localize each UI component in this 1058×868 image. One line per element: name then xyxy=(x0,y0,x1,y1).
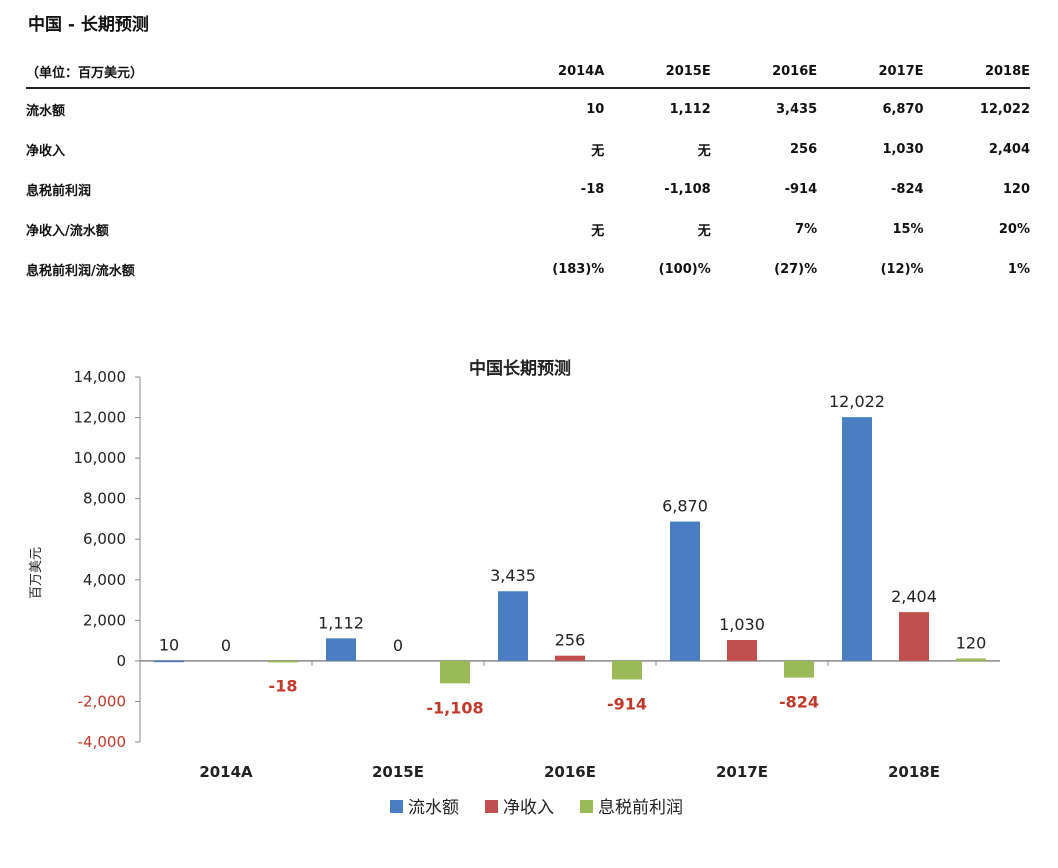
data-label: 1,112 xyxy=(318,613,364,632)
data-label: 3,435 xyxy=(490,566,536,585)
legend-label: 流水额 xyxy=(408,798,459,818)
y-tick-label: 0 xyxy=(116,652,126,670)
y-tick-label: 10,000 xyxy=(74,449,127,467)
bar-流水额 xyxy=(154,660,184,663)
row-label: 息税前利润/流水额 xyxy=(26,263,135,279)
x-tick-label: 2017E xyxy=(716,763,768,781)
table-row: 净收入/流水额 无 无 7% 15% 20% xyxy=(26,209,1030,249)
forecast-table: （单位：百万美元） 2014A 2015E 2016E 2017E 2018E … xyxy=(26,56,1030,289)
table-cell: 2,404 xyxy=(988,141,1030,157)
row-label: 净收入/流水额 xyxy=(26,223,109,239)
legend-swatch xyxy=(580,800,593,813)
table-cell: -1,108 xyxy=(664,181,711,197)
row-label: 净收入 xyxy=(26,143,66,159)
table-cell: 6,870 xyxy=(882,101,924,117)
y-tick-label: -4,000 xyxy=(78,733,126,751)
y-tick-label: 2,000 xyxy=(83,611,126,629)
bar-净收入 xyxy=(727,640,757,661)
table-cell: 20% xyxy=(998,221,1030,237)
bar-流水额 xyxy=(498,591,528,661)
column-header: 2015E xyxy=(604,56,711,89)
y-tick-label: 14,000 xyxy=(74,368,127,386)
data-label: 256 xyxy=(555,631,586,650)
data-label: 6,870 xyxy=(662,497,708,516)
column-header: 2014A xyxy=(497,56,605,89)
table-cell: 12,022 xyxy=(979,101,1030,117)
bar-净收入 xyxy=(899,612,929,661)
data-label: -1,108 xyxy=(426,698,483,717)
table-cell: 无 xyxy=(591,143,605,159)
table-cell: 15% xyxy=(892,221,924,237)
y-tick-label: 12,000 xyxy=(74,409,127,427)
x-tick-label: 2016E xyxy=(544,763,596,781)
data-label: -824 xyxy=(779,693,819,712)
x-tick-label: 2014A xyxy=(199,763,253,781)
data-label: 12,022 xyxy=(829,392,885,411)
data-label: 2,404 xyxy=(891,587,937,606)
bar-chart: 中国长期预测 百万美元 14,000 12,000 10,000 8,000 6,000… xyxy=(29,358,1000,818)
table-cell: (27)% xyxy=(774,261,818,277)
table-row: 净收入 无 无 256 1,030 2,404 xyxy=(26,129,1030,169)
chart-title: 中国长期预测 xyxy=(469,358,571,379)
bar-流水额 xyxy=(670,521,700,661)
bar-息税前利润 xyxy=(268,660,298,663)
bar-净收入 xyxy=(555,655,585,661)
y-tick-label: 6,000 xyxy=(83,530,126,548)
chart-container: 中国长期预测 百万美元 14,000 12,000 10,000 8,000 6,000… xyxy=(0,340,1058,864)
table-cell: (12)% xyxy=(880,261,924,277)
legend-label: 净收入 xyxy=(503,798,554,818)
y-tick-label: 4,000 xyxy=(83,571,126,589)
table-cell: 无 xyxy=(697,143,711,159)
table-cell: 7% xyxy=(795,221,818,237)
table-header-row: （单位：百万美元） 2014A 2015E 2016E 2017E 2018E xyxy=(26,56,1030,89)
column-header: 2017E xyxy=(817,56,924,89)
legend-swatch xyxy=(390,800,403,813)
y-axis-label: 百万美元 xyxy=(29,547,44,599)
table-cell: 1,112 xyxy=(669,101,711,117)
table-cell: -914 xyxy=(784,181,818,197)
bar-息税前利润 xyxy=(612,660,642,680)
table-cell: 120 xyxy=(1002,181,1030,197)
table-row: 流水额 10 1,112 3,435 6,870 12,022 xyxy=(26,88,1030,129)
table-cell: 256 xyxy=(790,141,818,157)
x-tick-label: 2015E xyxy=(372,763,424,781)
data-label: 10 xyxy=(159,636,179,655)
column-header: 2018E xyxy=(923,56,1030,89)
table-cell: 1,030 xyxy=(882,141,924,157)
table-cell: 无 xyxy=(697,223,711,239)
bar-流水额 xyxy=(842,417,872,661)
table-cell: 1% xyxy=(1007,261,1030,277)
data-label: 120 xyxy=(956,633,987,652)
row-label: 流水额 xyxy=(26,103,66,119)
table-cell: -824 xyxy=(891,181,924,197)
column-header: 2016E xyxy=(710,56,818,89)
table-row: 息税前利润/流水额 (183)% (100)% (27)% (12)% 1% xyxy=(26,249,1030,289)
y-tick-label: 8,000 xyxy=(83,490,126,508)
table-cell: -18 xyxy=(580,181,605,197)
bar-息税前利润 xyxy=(440,660,470,684)
data-label: 0 xyxy=(393,636,403,655)
legend-swatch xyxy=(485,800,498,813)
bar-息税前利润 xyxy=(784,660,814,678)
bar-息税前利润 xyxy=(956,658,986,661)
table-row: 息税前利润 -18 -1,108 -914 -824 120 xyxy=(26,169,1030,209)
y-tick-label: -2,000 xyxy=(78,692,126,710)
data-label: -914 xyxy=(607,694,647,713)
data-label: 1,030 xyxy=(719,615,765,634)
table-cell: 无 xyxy=(591,223,605,239)
table-cell: 10 xyxy=(586,101,605,117)
unit-label: （单位：百万美元） xyxy=(26,56,498,89)
page-title: 中国 - 长期预测 xyxy=(28,15,149,35)
row-label: 息税前利润 xyxy=(26,183,92,199)
x-tick-label: 2018E xyxy=(888,763,940,781)
bar-流水额 xyxy=(326,638,356,661)
table-cell: (100)% xyxy=(658,261,711,277)
table-cell: (183)% xyxy=(552,261,605,277)
table-cell: 3,435 xyxy=(776,101,818,117)
data-label: 0 xyxy=(221,636,231,655)
data-label: -18 xyxy=(269,676,298,695)
legend-label: 息税前利润 xyxy=(598,798,683,818)
